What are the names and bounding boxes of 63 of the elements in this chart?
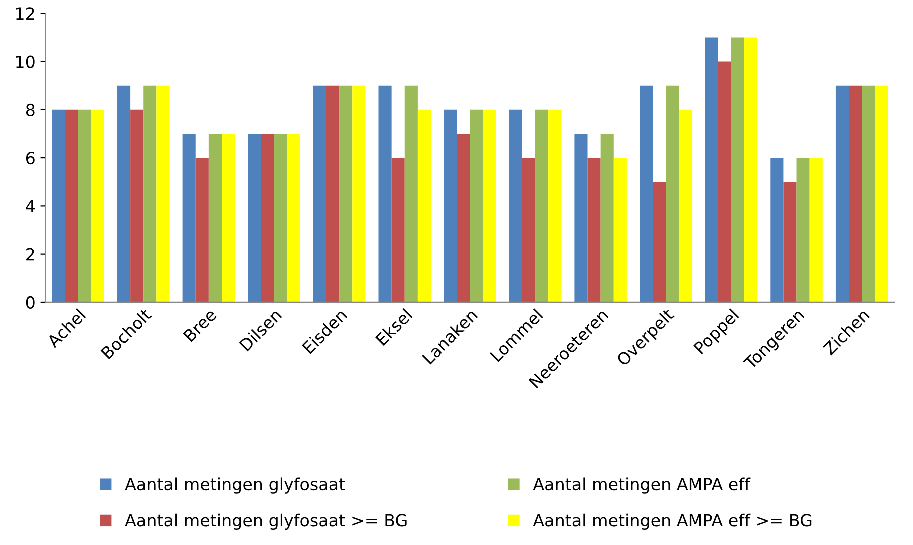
legend-label: Aantal metingen AMPA eff >= BG: [533, 514, 812, 530]
legend-label: Aantal metingen glyfosaat: [125, 478, 346, 494]
bar: [287, 134, 300, 302]
bar: [156, 86, 170, 302]
legend-label: Aantal metingen AMPA eff: [533, 478, 751, 494]
y-tick-label: 2: [26, 248, 34, 261]
bar: [666, 86, 680, 302]
bar: [418, 110, 432, 302]
bar: [65, 110, 78, 302]
bar: [340, 86, 353, 302]
bar: [744, 38, 758, 302]
bar: [731, 38, 745, 302]
bar: [457, 134, 470, 302]
y-tick-label: 12: [16, 8, 34, 20]
bar: [600, 134, 614, 302]
bar: [588, 158, 601, 302]
bar: [548, 110, 562, 302]
bar: [208, 134, 222, 302]
bar: [875, 86, 888, 302]
bar: [404, 86, 418, 302]
bar: [78, 110, 92, 302]
bar: [470, 110, 484, 302]
bar: [614, 158, 627, 302]
bar: [483, 110, 496, 302]
bar: [352, 86, 366, 302]
bar: [52, 110, 66, 302]
y-tick-label: 4: [26, 200, 35, 213]
bar: [522, 158, 536, 302]
bar: [444, 110, 458, 302]
y-tick-label: 0: [26, 296, 35, 310]
bar: [796, 158, 810, 302]
bar: [718, 62, 732, 302]
bar: [248, 134, 262, 302]
bar: [836, 86, 850, 302]
bar: [784, 182, 797, 302]
bar: [378, 86, 392, 302]
bar: [536, 110, 549, 302]
bar: [705, 38, 718, 302]
bar: [770, 158, 784, 302]
bar: [182, 134, 196, 302]
bar: [849, 86, 862, 302]
bar: [130, 110, 144, 302]
bar: [91, 110, 104, 302]
y-tick-label: 6: [26, 152, 35, 165]
bar: [679, 110, 692, 302]
bar: [261, 134, 274, 302]
bar: [326, 86, 340, 302]
bar: [196, 158, 209, 302]
bar: [810, 158, 823, 302]
y-tick-label: 10: [16, 56, 35, 68]
y-tick-label: 8: [26, 104, 35, 116]
bar: [653, 182, 666, 302]
bar: [117, 86, 131, 302]
bar: [574, 134, 588, 302]
bar: [222, 134, 236, 302]
bar: [313, 86, 327, 302]
bar: [392, 158, 405, 302]
bar: [862, 86, 876, 302]
bar: [144, 86, 157, 302]
legend-label: Aantal metingen glyfosaat >= BG: [125, 514, 407, 530]
bar: [640, 86, 654, 302]
bar: [509, 110, 522, 302]
bar: [274, 134, 288, 302]
